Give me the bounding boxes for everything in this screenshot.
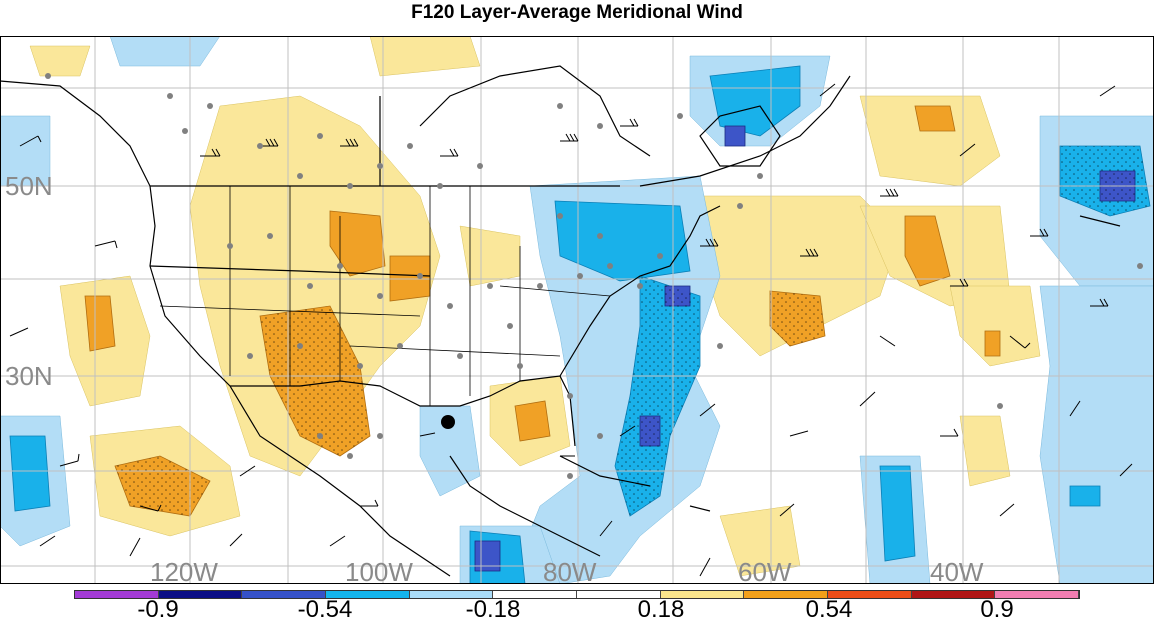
coastlines: [0, 65, 1121, 577]
colorbar-swatch: [744, 591, 829, 598]
lon-label-40w: 40W: [930, 557, 984, 584]
colorbar-swatch: [409, 591, 494, 598]
meridional-wind-map: 50N 30N 120W 100W 80W 60W 40W: [0, 36, 1154, 584]
storm-center-marker: [441, 415, 455, 429]
lon-label-100w: 100W: [345, 557, 413, 584]
wind-barbs: [9, 83, 1133, 577]
colorbar: [74, 590, 1080, 599]
colorbar-label: -0.18: [465, 596, 521, 623]
colorbar-label: -0.54: [297, 596, 353, 623]
colorbar-swatch: [242, 591, 327, 598]
colorbar-label: -0.9: [137, 596, 179, 623]
lat-label-50n: 50N: [5, 171, 53, 201]
lon-label-60w: 60W: [738, 557, 792, 584]
state-borders: [159, 186, 611, 406]
colorbar-swatch: [158, 591, 243, 598]
colorbar-swatch: [577, 591, 661, 598]
station-dots: [45, 73, 1143, 479]
lat-label-30n: 30N: [5, 361, 53, 391]
lon-label-80w: 80W: [543, 557, 597, 584]
colorbar-label: 0.18: [637, 596, 685, 623]
colorbar-swatch: [75, 591, 159, 598]
colorbar-swatch: [493, 591, 578, 598]
colorbar-swatch: [660, 591, 745, 598]
colorbar-label: 0.9: [980, 596, 1014, 623]
colorbar-swatch: [911, 591, 996, 598]
lon-label-120w: 120W: [150, 557, 218, 584]
colorbar-swatch: [326, 591, 410, 598]
colorbar-swatch: [995, 591, 1080, 598]
map-title: F120 Layer-Average Meridional Wind: [411, 2, 743, 23]
colorbar-swatch: [828, 591, 912, 598]
colorbar-label: 0.54: [805, 596, 853, 623]
